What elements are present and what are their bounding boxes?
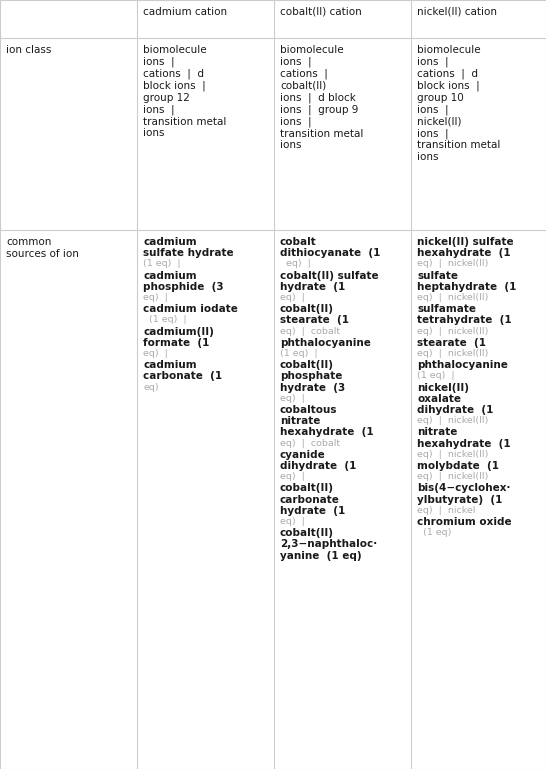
Text: eq)  |: eq) |: [280, 259, 311, 268]
Text: cobalt(II) sulfate: cobalt(II) sulfate: [280, 271, 378, 281]
Text: phthalocyanine: phthalocyanine: [280, 338, 371, 348]
Text: phthalocyanine: phthalocyanine: [417, 360, 508, 370]
Text: eq)  |: eq) |: [280, 517, 305, 526]
Text: biomolecule
ions  |
cations  |  d
block ions  |
group 10
ions  |
nickel(II)
ions: biomolecule ions | cations | d block ion…: [417, 45, 500, 162]
Text: molybdate  (1: molybdate (1: [417, 461, 499, 471]
Text: common
sources of ion: common sources of ion: [6, 237, 79, 258]
Text: eq)  |  nickel(II): eq) | nickel(II): [417, 472, 488, 481]
Text: cobalt(II): cobalt(II): [280, 305, 334, 315]
Text: eq)  |: eq) |: [143, 293, 168, 302]
Text: ion class: ion class: [6, 45, 51, 55]
Text: stearate  (1: stearate (1: [417, 338, 486, 348]
Text: nitrate: nitrate: [280, 416, 321, 426]
Text: hexahydrate  (1: hexahydrate (1: [280, 428, 373, 438]
Text: eq)  |  nickel(II): eq) | nickel(II): [417, 450, 488, 459]
Text: stearate  (1: stearate (1: [280, 315, 349, 325]
Text: cobalt(II): cobalt(II): [280, 528, 334, 538]
Text: eq)  |: eq) |: [280, 293, 305, 302]
Text: (1 eq)  |: (1 eq) |: [417, 371, 455, 381]
Text: cadmium: cadmium: [143, 271, 197, 281]
Text: eq)  |  nickel: eq) | nickel: [417, 506, 476, 514]
Text: formate  (1: formate (1: [143, 338, 209, 348]
Text: carbonate  (1: carbonate (1: [143, 371, 222, 381]
Text: chromium oxide: chromium oxide: [417, 517, 512, 527]
Text: yanine  (1 eq): yanine (1 eq): [280, 551, 361, 561]
Text: 2,3−naphthaloc·: 2,3−naphthaloc·: [280, 539, 377, 549]
Text: cobalt: cobalt: [280, 237, 317, 247]
Text: carbonate: carbonate: [280, 494, 340, 504]
Text: hexahydrate  (1: hexahydrate (1: [417, 248, 511, 258]
Text: cobalt(II): cobalt(II): [280, 360, 334, 370]
Text: cadmium iodate: cadmium iodate: [143, 305, 238, 315]
Text: hydrate  (1: hydrate (1: [280, 281, 345, 291]
Text: oxalate: oxalate: [417, 394, 461, 404]
Text: eq)  |  nickel(II): eq) | nickel(II): [417, 259, 488, 268]
Text: cadmium: cadmium: [143, 237, 197, 247]
Text: hexahydrate  (1: hexahydrate (1: [417, 438, 511, 448]
Text: nickel(II) sulfate: nickel(II) sulfate: [417, 237, 514, 247]
Text: nitrate: nitrate: [417, 428, 458, 438]
Text: phosphate: phosphate: [280, 371, 342, 381]
Text: cobaltous: cobaltous: [280, 405, 337, 415]
Text: dithiocyanate  (1: dithiocyanate (1: [280, 248, 381, 258]
Text: cadmium(II): cadmium(II): [143, 327, 214, 337]
Text: eq)  |: eq) |: [280, 394, 305, 403]
Text: eq)  |  cobalt: eq) | cobalt: [280, 438, 340, 448]
Text: eq)  |  nickel(II): eq) | nickel(II): [417, 327, 488, 335]
Text: dihydrate  (1: dihydrate (1: [417, 405, 494, 415]
Text: (1 eq): (1 eq): [417, 528, 452, 538]
Text: cadmium cation: cadmium cation: [143, 7, 227, 17]
Text: sulfate hydrate: sulfate hydrate: [143, 248, 234, 258]
Text: cyanide: cyanide: [280, 450, 326, 460]
Text: cobalt(II): cobalt(II): [280, 484, 334, 494]
Text: eq)  |  nickel(II): eq) | nickel(II): [417, 349, 488, 358]
Text: hydrate  (3: hydrate (3: [280, 383, 345, 393]
Text: (1 eq)  |: (1 eq) |: [143, 259, 181, 268]
Text: eq): eq): [143, 383, 159, 391]
Text: biomolecule
ions  |
cations  |
cobalt(II)
ions  |  d block
ions  |  group 9
ions: biomolecule ions | cations | cobalt(II) …: [280, 45, 364, 150]
Text: eq)  |  nickel(II): eq) | nickel(II): [417, 293, 488, 302]
Text: nickel(II) cation: nickel(II) cation: [417, 7, 497, 17]
Text: sulfate: sulfate: [417, 271, 458, 281]
Text: phosphide  (3: phosphide (3: [143, 281, 224, 291]
Text: eq)  |: eq) |: [280, 472, 305, 481]
Text: nickel(II): nickel(II): [417, 383, 469, 393]
Text: eq)  |  cobalt: eq) | cobalt: [280, 327, 340, 335]
Text: bis(4−cyclohex·: bis(4−cyclohex·: [417, 484, 511, 494]
Text: eq)  |: eq) |: [143, 349, 168, 358]
Text: hydrate  (1: hydrate (1: [280, 506, 345, 516]
Text: cobalt(II) cation: cobalt(II) cation: [280, 7, 362, 17]
Text: tetrahydrate  (1: tetrahydrate (1: [417, 315, 512, 325]
Text: eq)  |  nickel(II): eq) | nickel(II): [417, 416, 488, 425]
Text: cadmium: cadmium: [143, 360, 197, 370]
Text: heptahydrate  (1: heptahydrate (1: [417, 281, 517, 291]
Text: dihydrate  (1: dihydrate (1: [280, 461, 357, 471]
Text: biomolecule
ions  |
cations  |  d
block ions  |
group 12
ions  |
transition meta: biomolecule ions | cations | d block ion…: [143, 45, 227, 138]
Text: ylbutyrate)  (1: ylbutyrate) (1: [417, 494, 502, 504]
Text: (1 eq)  |: (1 eq) |: [280, 349, 318, 358]
Text: (1 eq)  |: (1 eq) |: [143, 315, 187, 325]
Text: sulfamate: sulfamate: [417, 305, 476, 315]
